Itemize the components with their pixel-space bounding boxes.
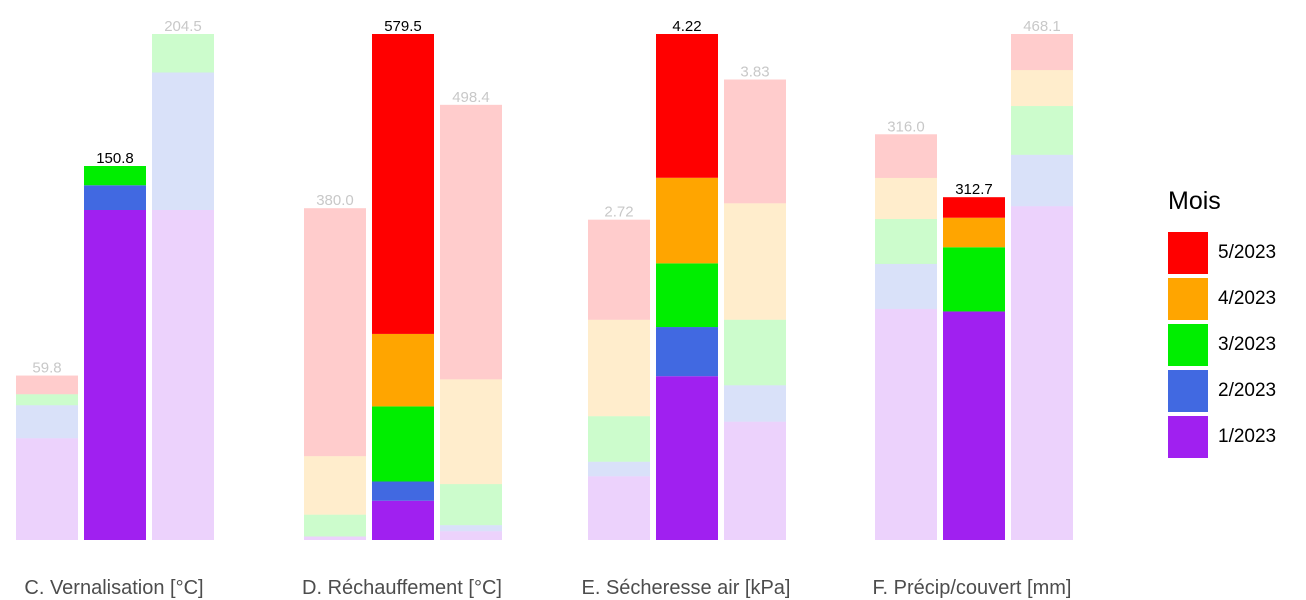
legend-label: 4/2023 — [1218, 288, 1277, 309]
bar-segment — [152, 210, 214, 540]
panel-label: D. Réchauffement [°C] — [302, 577, 502, 599]
bar-segment — [724, 79, 786, 204]
bar-segment — [152, 72, 214, 210]
panel-0: 59.8 150.8 204.5 C. Vernalisation [°C] — [16, 18, 214, 599]
bar-segment — [656, 327, 718, 377]
bar-segment — [16, 375, 78, 395]
bar-segment — [1011, 34, 1073, 71]
bar-segment — [16, 438, 78, 540]
bar-segment — [656, 376, 718, 540]
legend-swatch-1-2023 — [1168, 416, 1208, 458]
panel-3: 316.0 312.7 468.1 F. Précip/couvert [mm] — [873, 18, 1073, 599]
bar-segment — [372, 333, 434, 407]
bar-total-label: 316.0 — [887, 118, 925, 135]
bar-segment — [724, 421, 786, 540]
bar-total-label: 498.4 — [452, 89, 490, 106]
panel-label: F. Précip/couvert [mm] — [873, 577, 1072, 599]
legend-item-4-2023: 4/2023 — [1168, 276, 1304, 322]
panel-label: E. Sécheresse air [kPa] — [582, 577, 791, 599]
bar-segment — [875, 134, 937, 178]
bar-segment — [440, 531, 502, 540]
legend-item-3-2023: 3/2023 — [1168, 322, 1304, 368]
bar-segment — [440, 525, 502, 532]
bar-segment — [875, 308, 937, 540]
bar-segment — [372, 481, 434, 501]
bar-segment — [84, 166, 146, 186]
bar-segment — [84, 210, 146, 540]
bar-segment — [875, 177, 937, 220]
legend-item-5-2023: 5/2023 — [1168, 230, 1304, 276]
bar-segment — [588, 219, 650, 320]
legend-swatch-3-2023 — [1168, 324, 1208, 366]
panel-1: 380.0 579.5 498.4 D. Réchauffement [°C] — [302, 18, 502, 599]
legend-item-2-2023: 2/2023 — [1168, 368, 1304, 414]
bar-segment — [16, 405, 78, 439]
bar-total-label: 3.83 — [740, 64, 769, 81]
bar-total-label: 2.72 — [604, 204, 633, 221]
bar-segment — [16, 394, 78, 406]
legend-swatch-2-2023 — [1168, 370, 1208, 412]
bar-segment — [588, 461, 650, 477]
bar-segment — [1011, 154, 1073, 207]
bar-total-label: 4.22 — [672, 18, 701, 35]
legend-title: Mois — [1168, 187, 1221, 215]
bar-segment — [724, 203, 786, 320]
legend-label: 1/2023 — [1218, 426, 1277, 447]
bar-segment — [1011, 70, 1073, 107]
bar-segment — [588, 476, 650, 540]
bar-segment — [304, 208, 366, 457]
bar-total-label: 204.5 — [164, 18, 202, 35]
bar-segment — [440, 484, 502, 526]
bar-segment — [1011, 206, 1073, 540]
bar-total-label: 312.7 — [955, 181, 993, 198]
bar-segment — [943, 197, 1005, 218]
bar-total-label: 579.5 — [384, 18, 422, 35]
bar-segment — [304, 514, 366, 537]
bar-total-label: 150.8 — [96, 150, 134, 167]
bar-segment — [304, 536, 366, 540]
legend: Mois 5/2023 4/2023 3/2023 2/2023 1/2023 — [1168, 186, 1304, 460]
legend-label: 3/2023 — [1218, 334, 1277, 355]
bar-segment — [724, 319, 786, 386]
bar-segment — [656, 34, 718, 178]
panel-label: C. Vernalisation [°C] — [24, 577, 203, 599]
bar-segment — [372, 406, 434, 482]
panel-2: 2.72 4.22 3.83 E. Sécheresse air [kPa] — [582, 18, 791, 599]
legend-label: 5/2023 — [1218, 242, 1277, 263]
bar-segment — [943, 311, 1005, 540]
bar-segment — [440, 379, 502, 485]
bar-segment — [656, 263, 718, 328]
legend-item-1-2023: 1/2023 — [1168, 414, 1304, 460]
bar-total-label: 468.1 — [1023, 18, 1061, 35]
bar-segment — [943, 247, 1005, 312]
legend-swatch-4-2023 — [1168, 278, 1208, 320]
bar-segment — [1011, 106, 1073, 155]
bar-total-label: 380.0 — [316, 192, 354, 209]
bar-segment — [372, 34, 434, 334]
bar-segment — [875, 263, 937, 309]
bar-segment — [724, 385, 786, 422]
bar-segment — [588, 416, 650, 462]
bar-total-label: 59.8 — [32, 360, 61, 377]
bar-segment — [943, 217, 1005, 248]
bar-segment — [875, 219, 937, 264]
legend-label: 2/2023 — [1218, 380, 1277, 401]
bar-segment — [440, 104, 502, 380]
bar-segment — [84, 185, 146, 210]
bar-segment — [656, 177, 718, 264]
bar-segment — [588, 319, 650, 417]
legend-swatch-5-2023 — [1168, 232, 1208, 274]
bar-segment — [372, 500, 434, 540]
bar-segment — [152, 34, 214, 73]
bar-segment — [304, 456, 366, 515]
